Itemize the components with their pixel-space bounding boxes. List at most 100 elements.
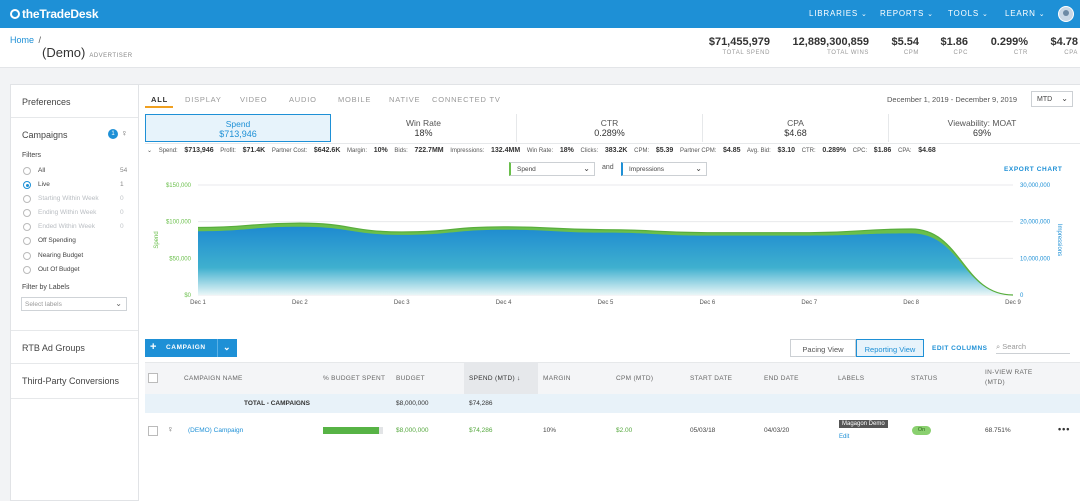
stat-bids: Bids: 722.7MM: [394, 147, 444, 154]
col-budget[interactable]: BUDGET: [396, 375, 425, 382]
select-labels-dropdown[interactable]: Select labels ⌄: [21, 297, 127, 311]
breadcrumb-home[interactable]: Home: [10, 35, 35, 45]
logo-icon: [10, 9, 20, 19]
col-margin[interactable]: MARGIN: [543, 375, 571, 382]
totals-spend: $74,286: [469, 400, 493, 407]
filter-by-labels-title: Filter by Labels: [22, 284, 70, 291]
chevron-down-icon[interactable]: ⌄: [223, 342, 232, 352]
col-cpm-mtd[interactable]: CPM (MTD): [616, 375, 654, 382]
metric-card-ctr[interactable]: CTR 0.289%: [517, 114, 703, 142]
col-status[interactable]: STATUS: [911, 375, 938, 382]
sidebar-campaigns[interactable]: Campaigns: [22, 130, 68, 140]
tab-video[interactable]: VIDEO: [240, 95, 268, 104]
radio-selected-icon[interactable]: [23, 181, 31, 189]
nav-reports[interactable]: REPORTS ⌄: [880, 9, 934, 18]
x-tick-label: Dec 8: [903, 300, 919, 306]
add-campaign-button[interactable]: + CAMPAIGN ⌄: [145, 339, 237, 357]
status-toggle[interactable]: On: [912, 426, 931, 435]
radio-icon[interactable]: [23, 252, 31, 260]
chevron-down-icon: ⌄: [695, 164, 702, 173]
metric-card-spend[interactable]: Spend $713,946: [145, 114, 331, 142]
col-campaign-name[interactable]: CAMPAIGN NAME: [184, 375, 243, 382]
metric-card-cpa[interactable]: CPA $4.68: [703, 114, 889, 142]
tab-mobile[interactable]: MOBILE: [338, 95, 372, 104]
edit-label-link[interactable]: Edit: [839, 434, 850, 440]
y-axis-label: Spend: [154, 231, 160, 248]
stat-ctr: CTR: 0.289%: [801, 147, 847, 154]
tab-all[interactable]: ALL: [151, 95, 168, 104]
edit-columns-button[interactable]: EDIT COLUMNS: [932, 345, 988, 352]
chevron-down-icon: ⌄: [583, 164, 590, 173]
plus-icon: +: [150, 341, 158, 353]
tab-connected-tv[interactable]: CONNECTED TV: [432, 95, 501, 104]
breadcrumb: Home /: [10, 35, 42, 45]
row-checkbox[interactable]: [148, 426, 158, 436]
search-icon: ⌕: [996, 342, 1001, 351]
radio-icon[interactable]: [23, 223, 31, 231]
sidebar-rtb-ad-groups[interactable]: RTB Ad Groups: [22, 343, 85, 353]
user-avatar[interactable]: [1058, 6, 1074, 22]
divider: [11, 398, 138, 399]
tab-native[interactable]: NATIVE: [389, 95, 421, 104]
page-header: Home / (Demo) ADVERTISER $71,455,979 TOTAL…: [0, 28, 1080, 68]
radio-icon[interactable]: [23, 266, 31, 274]
stat-cpa: CPA: $4.68: [898, 147, 936, 154]
stat-spend: Spend: $713,946: [158, 147, 214, 154]
col-end-date[interactable]: END DATE: [764, 375, 799, 382]
pacing-view-button[interactable]: Pacing View: [790, 339, 856, 357]
tab-display[interactable]: DISPLAY: [185, 95, 222, 104]
col-start-date[interactable]: START DATE: [690, 375, 733, 382]
tab-active-underline: [145, 106, 173, 108]
metric-card-win-rate[interactable]: Win Rate 18%: [331, 114, 517, 142]
metric-card-viewability[interactable]: Viewability: MOAT 69%: [947, 118, 1017, 138]
chevron-down-icon: ⌄: [861, 11, 868, 18]
col-spend-mtd[interactable]: SPEND (MTD) ↓: [469, 375, 521, 382]
campaign-name-link[interactable]: (DEMO) Campaign: [188, 427, 244, 434]
col-budget-spent[interactable]: % BUDGET SPENT: [323, 375, 386, 382]
period-select[interactable]: MTD ⌄: [1031, 91, 1073, 107]
collapse-chevron-icon[interactable]: ⌄: [147, 148, 153, 154]
radio-icon[interactable]: [23, 209, 31, 217]
sidebar-preferences[interactable]: Preferences: [22, 97, 71, 107]
nav-tools[interactable]: TOOLS ⌄: [948, 9, 989, 18]
y2-tick-label: 20,000,000: [1020, 220, 1051, 226]
impressions-area: [198, 226, 1013, 295]
lightbulb-icon[interactable]: ♀: [121, 128, 128, 138]
col-inview-rate[interactable]: IN-VIEW RATE (MTD): [985, 369, 1033, 386]
radio-icon[interactable]: [23, 167, 31, 175]
lightbulb-icon[interactable]: ♀: [167, 424, 174, 434]
divider: [217, 339, 218, 357]
chevron-down-icon: ⌄: [927, 11, 934, 18]
search-input[interactable]: ⌕ Search: [996, 342, 1070, 354]
label-tag[interactable]: Magagon Demo: [839, 420, 888, 428]
totals-label: TOTAL - CAMPAIGNS: [244, 400, 310, 407]
sidebar-third-party-conversions[interactable]: Third-Party Conversions: [22, 376, 120, 386]
chart-metric2-select[interactable]: Impressions ⌄: [621, 162, 707, 176]
chart-metric1-select[interactable]: Spend ⌄: [509, 162, 595, 176]
y2-tick-label: 0: [1020, 293, 1024, 299]
col-labels[interactable]: LABELS: [838, 375, 865, 382]
y-tick-label: $150,000: [166, 183, 192, 189]
reporting-view-button[interactable]: Reporting View: [856, 339, 924, 357]
nav-libraries[interactable]: LIBRARIES ⌄: [809, 9, 868, 18]
export-chart-button[interactable]: EXPORT CHART: [1004, 166, 1063, 173]
radio-icon[interactable]: [23, 195, 31, 203]
more-options-icon[interactable]: •••: [1058, 424, 1071, 434]
kpi-total-spend: $71,455,979 TOTAL SPEND: [708, 36, 770, 56]
tab-audio[interactable]: AUDIO: [289, 95, 317, 104]
chevron-down-icon: ⌄: [981, 11, 989, 18]
kpi-cpa: $4.78 CPA: [1050, 36, 1078, 56]
brand-logo[interactable]: theTradeDesk: [10, 7, 99, 21]
x-tick-label: Dec 5: [598, 300, 614, 306]
x-tick-label: Dec 7: [801, 300, 817, 306]
date-range[interactable]: December 1, 2019 - December 9, 2019: [887, 95, 1018, 104]
stat-cpm: CPM: $5.39: [634, 147, 674, 154]
select-all-checkbox[interactable]: [148, 373, 158, 383]
stats-row: ⌄ Spend: $713,946 Profit: $71.4K Partner…: [147, 147, 941, 154]
row-budget: $8,000,000: [396, 427, 429, 434]
x-tick-label: Dec 9: [1005, 300, 1021, 306]
radio-icon[interactable]: [23, 237, 31, 245]
row-end-date: 04/03/20: [764, 427, 790, 434]
kpi-total-wins: 12,889,300,859 TOTAL WINS: [792, 36, 869, 56]
nav-learn[interactable]: LEARN ⌄: [1005, 9, 1046, 18]
